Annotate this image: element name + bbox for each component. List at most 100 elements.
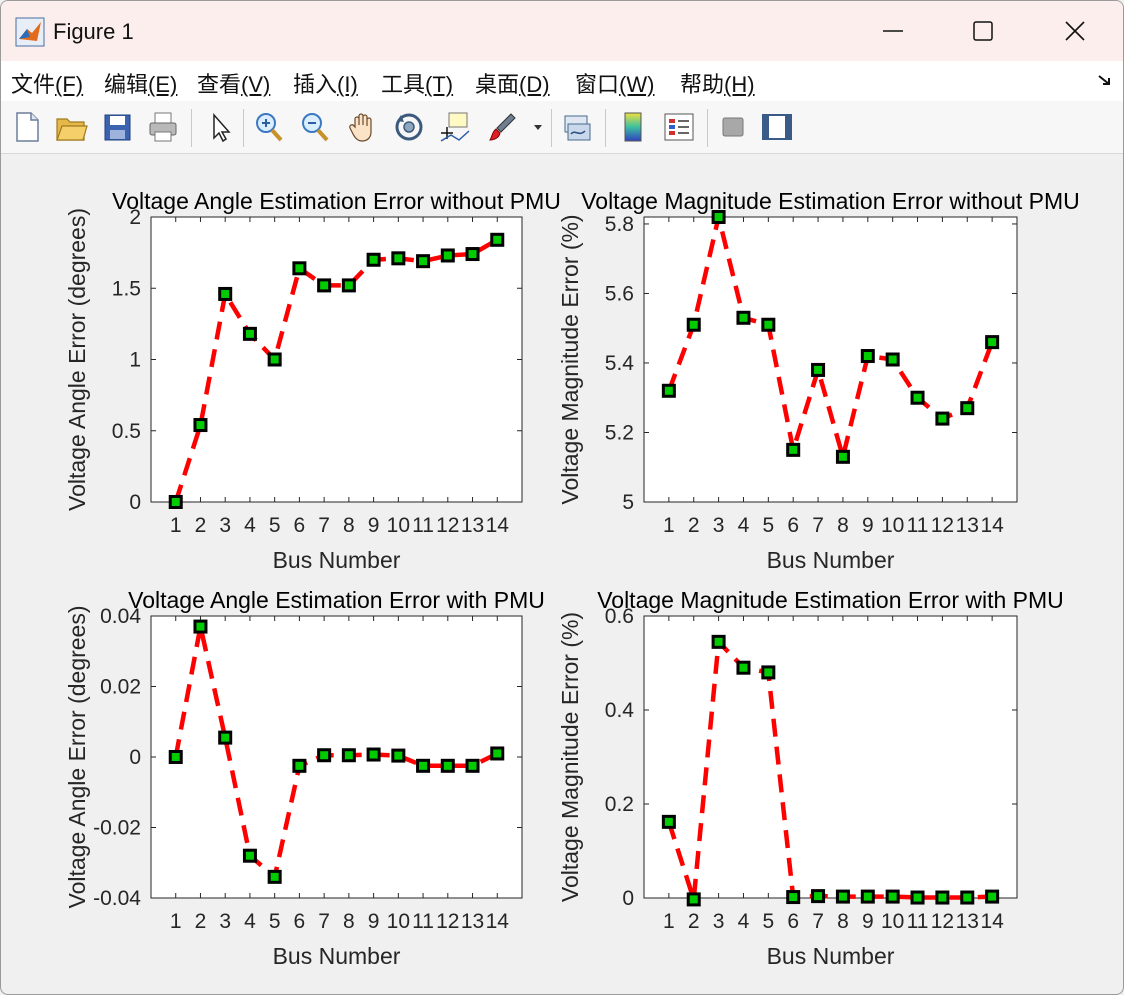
data-point: [366, 747, 381, 762]
maximize-icon[interactable]: [959, 11, 1007, 51]
show-plot-tools-icon[interactable]: [759, 107, 795, 147]
data-point: [910, 890, 925, 905]
y-tick-label: 0.2: [605, 793, 634, 816]
legend-icon[interactable]: [661, 107, 697, 147]
data-point: [835, 449, 850, 464]
matlab-icon: [15, 17, 45, 47]
data-point: [168, 495, 183, 509]
close-icon[interactable]: [1051, 11, 1099, 51]
y-tick-label: 2: [129, 206, 141, 229]
x-tick-label: 11: [412, 514, 434, 537]
y-tick-label: 5.8: [605, 213, 634, 236]
y-tick-label: 5.6: [605, 282, 634, 305]
data-point: [267, 869, 282, 884]
x-tick-label: 5: [762, 514, 774, 537]
x-tick-label: 8: [343, 910, 355, 933]
dropdown-caret-icon[interactable]: [529, 107, 547, 147]
colorbar-icon[interactable]: [615, 107, 651, 147]
data-point: [341, 748, 356, 763]
data-point: [242, 326, 257, 341]
brush-icon[interactable]: [485, 107, 521, 147]
title-bar[interactable]: Figure 1: [1, 1, 1123, 61]
data-point: [811, 362, 826, 377]
x-tick-label: 9: [368, 514, 380, 537]
data-cursor-icon[interactable]: [437, 107, 473, 147]
menu-file[interactable]: 文件(F): [11, 72, 84, 97]
x-tick-label: 5: [269, 514, 281, 537]
y-tick-label: 0.04: [100, 605, 141, 628]
data-point: [711, 210, 726, 224]
x-tick-label: 3: [219, 910, 231, 933]
x-tick-label: 13: [461, 910, 484, 933]
x-tick-label: 14: [486, 910, 510, 933]
new-figure-icon[interactable]: [9, 107, 45, 147]
x-tick-label: 2: [688, 514, 700, 537]
print-icon[interactable]: [145, 107, 181, 147]
y-tick-label: 1.5: [112, 277, 141, 300]
menu-edit[interactable]: 编辑(E): [104, 72, 178, 97]
menu-view[interactable]: 查看(V): [197, 72, 271, 97]
data-point: [985, 889, 1000, 904]
data-point: [985, 335, 1000, 350]
x-tick-label: 1: [663, 910, 675, 933]
x-tick-label: 6: [787, 514, 799, 537]
zoom-out-icon[interactable]: [297, 107, 333, 147]
menu-tools[interactable]: 工具(T): [381, 72, 454, 97]
menu-window[interactable]: 窗口(W): [575, 72, 655, 97]
x-tick-label: 10: [387, 514, 410, 537]
x-tick-label: 8: [837, 910, 849, 933]
data-point: [341, 278, 356, 293]
x-tick-label: 4: [244, 514, 256, 537]
menu-insert[interactable]: 插入(I): [293, 72, 358, 97]
x-tick-label: 4: [738, 910, 750, 933]
link-plot-icon[interactable]: [559, 107, 595, 147]
data-point: [661, 814, 676, 829]
data-point: [218, 730, 233, 745]
y-tick-label: -0.04: [93, 887, 141, 910]
data-point: [391, 748, 406, 763]
x-tick-label: 12: [436, 514, 459, 537]
y-tick-label: 1: [129, 349, 141, 372]
x-axis-label: Bus Number: [767, 547, 895, 573]
zoom-in-icon[interactable]: [251, 107, 287, 147]
toolbar-separator: [191, 109, 192, 147]
pan-hand-icon[interactable]: [345, 107, 381, 147]
x-tick-label: 2: [688, 910, 700, 933]
menu-desktop[interactable]: 桌面(D): [475, 72, 550, 97]
data-point: [885, 352, 900, 367]
x-tick-label: 3: [713, 514, 725, 537]
x-tick-label: 1: [170, 910, 182, 933]
y-axis-label: Voltage Magnitude Error (%): [557, 214, 583, 504]
menu-help[interactable]: 帮助(H): [680, 72, 755, 97]
x-tick-label: 9: [368, 910, 380, 933]
x-tick-label: 3: [713, 910, 725, 933]
x-tick-label: 6: [787, 910, 799, 933]
data-point: [935, 890, 950, 905]
select-arrow-icon[interactable]: [203, 107, 239, 147]
rotate-3d-icon[interactable]: [391, 107, 427, 147]
x-tick-label: 2: [195, 910, 207, 933]
x-tick-label: 12: [931, 910, 954, 933]
data-point: [935, 411, 950, 426]
dock-arrow-icon[interactable]: [1095, 71, 1115, 91]
x-axis-label: Bus Number: [767, 943, 895, 969]
data-point: [168, 750, 183, 764]
minimize-icon[interactable]: [869, 11, 917, 51]
data-point: [686, 317, 701, 332]
x-tick-label: 4: [244, 910, 256, 933]
x-tick-label: 10: [881, 910, 904, 933]
series-line: [173, 237, 499, 503]
window-title: Figure 1: [53, 19, 134, 44]
hide-plot-tools-icon[interactable]: [715, 107, 751, 147]
x-tick-label: 6: [294, 514, 306, 537]
y-tick-label: 0.5: [112, 420, 141, 443]
data-point: [416, 758, 431, 773]
y-tick-label: 5.4: [605, 352, 635, 375]
x-tick-label: 6: [294, 910, 306, 933]
save-icon[interactable]: [99, 107, 135, 147]
open-file-icon[interactable]: [53, 107, 89, 147]
data-point: [465, 247, 480, 262]
x-tick-label: 14: [486, 514, 510, 537]
